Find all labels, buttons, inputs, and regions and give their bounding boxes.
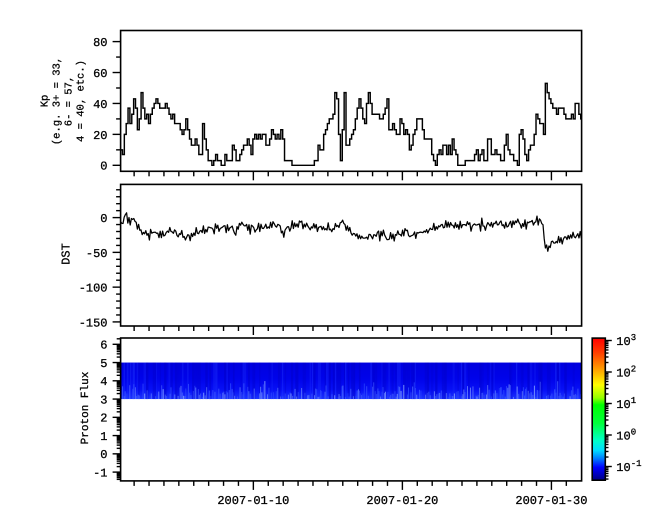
svg-text:80: 80	[93, 36, 107, 50]
svg-text:Proton Flux: Proton Flux	[80, 371, 92, 444]
svg-text:5: 5	[100, 357, 107, 371]
svg-text:-100: -100	[79, 282, 108, 296]
svg-text:6: 6	[100, 339, 107, 353]
svg-text:3: 3	[100, 393, 107, 407]
svg-text:2007-01-10: 2007-01-10	[217, 494, 289, 508]
svg-text:40: 40	[93, 98, 107, 112]
svg-text:6- = 57,: 6- = 57,	[64, 76, 76, 126]
svg-text:4 = 40, etc.): 4 = 40, etc.)	[75, 60, 87, 142]
svg-text:2007-01-30: 2007-01-30	[515, 494, 587, 508]
svg-text:20: 20	[93, 129, 107, 143]
svg-text:2: 2	[100, 412, 107, 426]
svg-text:0: 0	[100, 212, 107, 226]
svg-text:0: 0	[100, 448, 107, 462]
svg-text:Kp: Kp	[40, 95, 52, 108]
svg-text:2007-01-20: 2007-01-20	[366, 494, 438, 508]
svg-text:4: 4	[100, 375, 107, 389]
svg-text:-150: -150	[79, 316, 108, 330]
svg-text:0: 0	[100, 160, 107, 174]
svg-text:-1: -1	[93, 467, 107, 481]
svg-text:(e.g. 3+ = 33,: (e.g. 3+ = 33,	[52, 57, 64, 145]
svg-text:60: 60	[93, 67, 107, 81]
svg-text:1: 1	[100, 430, 107, 444]
svg-text:DST: DST	[60, 243, 74, 265]
svg-text:-50: -50	[86, 247, 108, 261]
